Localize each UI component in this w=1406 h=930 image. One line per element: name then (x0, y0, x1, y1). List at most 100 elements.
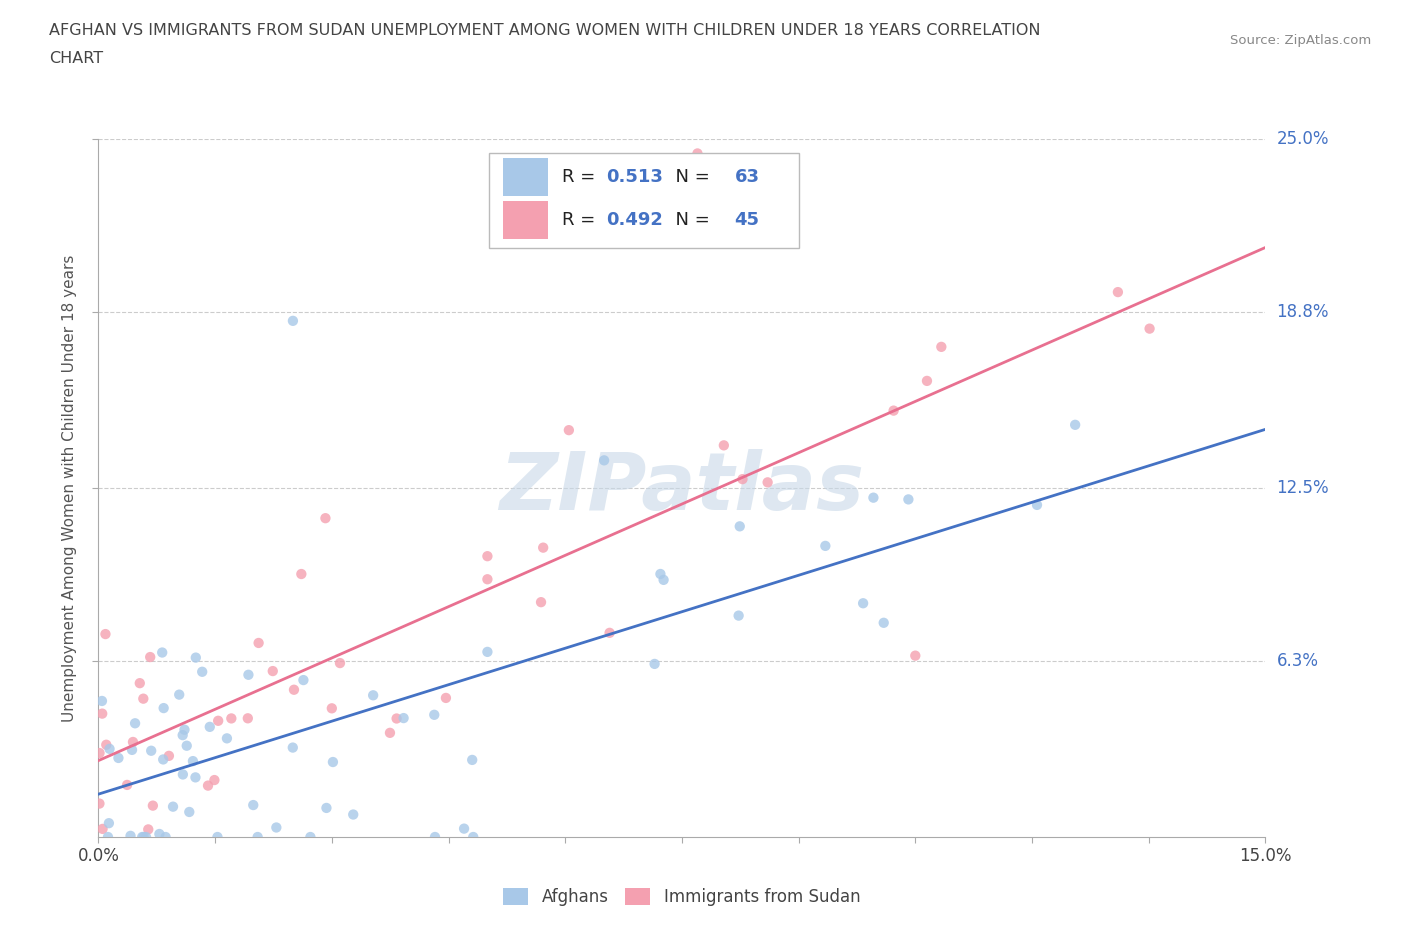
Point (931, 339, 953, 354)
Point (281, 313, 304, 328)
Point (423, 708, 446, 723)
Point (238, 668, 260, 683)
Point (262, 664, 284, 679)
Point (152, 700, 174, 715)
Point (98, 741, 121, 756)
Point (361, 688, 384, 703)
Point (91, 706, 114, 721)
Point (122, 735, 145, 750)
Point (1107, 285, 1129, 299)
Point (531, 540, 554, 555)
Point (686, 146, 709, 161)
Point (299, 830, 322, 844)
Point (142, 798, 165, 813)
Point (150, 645, 173, 660)
Point (321, 701, 343, 716)
Point (97, 816, 120, 830)
Point (136, 822, 159, 837)
Point (173, 723, 195, 737)
Point (215, 731, 238, 746)
FancyBboxPatch shape (489, 153, 799, 247)
Point (814, 538, 837, 553)
Point (883, 404, 905, 418)
Point (120, 829, 142, 844)
Point (728, 519, 751, 534)
Point (342, 807, 364, 822)
Text: CHART: CHART (49, 51, 103, 66)
Point (207, 830, 229, 844)
Point (463, 830, 485, 844)
Point (378, 725, 401, 740)
Point (96, 737, 118, 752)
Point (179, 804, 201, 819)
Point (862, 490, 884, 505)
Point (131, 830, 153, 844)
Point (329, 656, 352, 671)
Text: AFGHAN VS IMMIGRANTS FROM SUDAN UNEMPLOYMENT AMONG WOMEN WITH CHILDREN UNDER 18 : AFGHAN VS IMMIGRANTS FROM SUDAN UNEMPLOY… (49, 23, 1040, 38)
Point (873, 616, 896, 631)
Point (385, 711, 408, 726)
Point (477, 572, 499, 587)
Point (184, 770, 207, 785)
Point (172, 767, 194, 782)
Point (1026, 498, 1049, 512)
Point (197, 778, 219, 793)
Point (423, 830, 446, 844)
Point (184, 650, 207, 665)
Text: N =: N = (665, 167, 716, 186)
Point (434, 690, 457, 705)
Text: 63: 63 (734, 167, 759, 186)
Point (477, 644, 499, 659)
Point (94, 627, 117, 642)
Point (155, 830, 177, 844)
Point (461, 752, 484, 767)
Point (128, 676, 150, 691)
Point (181, 753, 204, 768)
Point (652, 573, 675, 588)
Point (314, 511, 336, 525)
Point (157, 749, 180, 764)
Point (121, 742, 143, 757)
Point (132, 830, 155, 844)
Text: 0.513: 0.513 (606, 167, 664, 186)
Point (89, 746, 111, 761)
Point (558, 423, 581, 438)
Point (904, 648, 927, 663)
Point (202, 773, 225, 788)
Point (167, 687, 190, 702)
Point (599, 625, 621, 640)
Text: 45: 45 (734, 211, 759, 229)
Point (915, 374, 938, 389)
Point (322, 754, 344, 769)
Point (650, 566, 672, 581)
Point (91, 694, 114, 709)
Point (162, 799, 184, 814)
Point (191, 664, 214, 679)
Point (315, 801, 337, 816)
Point (115, 777, 138, 792)
Text: 6.3%: 6.3% (1277, 652, 1319, 671)
Point (221, 711, 243, 725)
Point (283, 683, 305, 698)
Point (731, 472, 754, 486)
Point (236, 711, 259, 725)
Text: ZIPatlas: ZIPatlas (499, 449, 865, 527)
Point (152, 752, 174, 767)
FancyBboxPatch shape (503, 158, 548, 196)
Legend: Afghans, Immigrants from Sudan: Afghans, Immigrants from Sudan (496, 881, 868, 912)
Point (107, 751, 129, 765)
Text: 25.0%: 25.0% (1277, 130, 1329, 149)
Point (176, 738, 198, 753)
Point (198, 720, 221, 735)
Point (727, 608, 749, 623)
Point (281, 740, 304, 755)
Point (141, 743, 163, 758)
Point (530, 594, 553, 609)
Y-axis label: Unemployment Among Women with Children Under 18 years: Unemployment Among Women with Children U… (62, 255, 77, 722)
Text: R =: R = (562, 211, 600, 229)
Point (91, 821, 114, 836)
Point (247, 635, 270, 650)
Point (266, 820, 288, 835)
Point (246, 830, 269, 844)
Text: Source: ZipAtlas.com: Source: ZipAtlas.com (1230, 34, 1371, 47)
